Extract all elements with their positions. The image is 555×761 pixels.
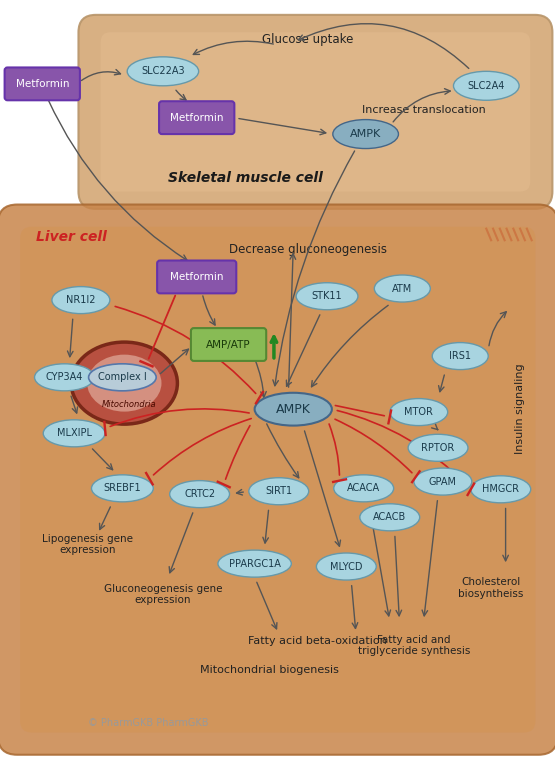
Text: MLXIPL: MLXIPL xyxy=(57,428,92,438)
Text: Metformin: Metformin xyxy=(170,113,224,123)
Text: PPARGC1A: PPARGC1A xyxy=(229,559,281,568)
Ellipse shape xyxy=(390,399,448,425)
Ellipse shape xyxy=(432,342,488,370)
Ellipse shape xyxy=(316,553,376,580)
Text: Complex I: Complex I xyxy=(98,372,147,382)
Ellipse shape xyxy=(334,475,393,501)
Text: Glucose uptake: Glucose uptake xyxy=(262,33,354,46)
FancyBboxPatch shape xyxy=(0,205,555,755)
Ellipse shape xyxy=(360,504,420,531)
Ellipse shape xyxy=(249,478,309,505)
Text: MTOR: MTOR xyxy=(404,407,433,417)
Text: Metformin: Metformin xyxy=(170,272,224,282)
Text: RPTOR: RPTOR xyxy=(421,443,455,453)
FancyBboxPatch shape xyxy=(20,227,536,733)
FancyBboxPatch shape xyxy=(159,101,234,134)
Text: Insulin signaling: Insulin signaling xyxy=(515,364,525,454)
Text: SIRT1: SIRT1 xyxy=(265,486,292,496)
Ellipse shape xyxy=(471,476,531,503)
Text: AMP/ATP: AMP/ATP xyxy=(206,339,251,349)
Ellipse shape xyxy=(414,468,472,495)
Ellipse shape xyxy=(408,435,468,461)
Text: AMPK: AMPK xyxy=(276,403,311,416)
Text: ACACA: ACACA xyxy=(347,483,380,493)
Text: © PharmGKB PharmGKB: © PharmGKB PharmGKB xyxy=(88,718,209,728)
Text: GPAM: GPAM xyxy=(429,476,457,486)
Ellipse shape xyxy=(43,420,105,447)
Ellipse shape xyxy=(170,481,230,508)
Text: AMPK: AMPK xyxy=(350,129,381,139)
Text: CYP3A4: CYP3A4 xyxy=(46,372,83,382)
Ellipse shape xyxy=(86,354,163,412)
Ellipse shape xyxy=(89,364,156,391)
FancyBboxPatch shape xyxy=(191,328,266,361)
Text: SLC2A4: SLC2A4 xyxy=(468,81,505,91)
Text: Cholesterol
biosyntheiss: Cholesterol biosyntheiss xyxy=(458,577,524,599)
Text: STK11: STK11 xyxy=(312,291,342,301)
Text: MLYCD: MLYCD xyxy=(330,562,362,572)
Ellipse shape xyxy=(374,275,430,302)
FancyBboxPatch shape xyxy=(78,15,552,209)
Text: SREBF1: SREBF1 xyxy=(104,483,141,493)
Text: IRS1: IRS1 xyxy=(449,351,471,361)
Text: Increase translocation: Increase translocation xyxy=(362,105,486,115)
Text: Mitochondrial biogenesis: Mitochondrial biogenesis xyxy=(200,665,339,675)
FancyBboxPatch shape xyxy=(4,68,80,100)
Text: CRTC2: CRTC2 xyxy=(184,489,215,499)
Ellipse shape xyxy=(71,342,178,424)
Ellipse shape xyxy=(255,393,332,425)
Text: Metformin: Metformin xyxy=(16,79,69,89)
Ellipse shape xyxy=(52,287,110,314)
Text: Mitochondria: Mitochondria xyxy=(102,400,157,409)
Text: ATM: ATM xyxy=(392,284,412,294)
Ellipse shape xyxy=(296,283,358,310)
Text: SLC22A3: SLC22A3 xyxy=(141,66,185,76)
Ellipse shape xyxy=(92,475,153,501)
Text: ACACB: ACACB xyxy=(373,512,406,522)
FancyBboxPatch shape xyxy=(100,32,530,192)
Text: Skeletal muscle cell: Skeletal muscle cell xyxy=(168,170,322,184)
FancyBboxPatch shape xyxy=(157,260,236,293)
Ellipse shape xyxy=(333,119,398,148)
Text: Fatty acid beta-oxidation: Fatty acid beta-oxidation xyxy=(248,636,387,646)
Text: Lipogenesis gene
expression: Lipogenesis gene expression xyxy=(42,533,133,555)
Ellipse shape xyxy=(218,550,291,577)
Text: Decrease gluconeogenesis: Decrease gluconeogenesis xyxy=(229,244,387,256)
Text: Fatty acid and
triglyceride synthesis: Fatty acid and triglyceride synthesis xyxy=(358,635,470,657)
Text: Liver cell: Liver cell xyxy=(36,231,107,244)
Ellipse shape xyxy=(34,364,94,391)
Text: NR1I2: NR1I2 xyxy=(66,295,95,305)
Text: HMGCR: HMGCR xyxy=(482,484,519,495)
Text: Gluconeogenesis gene
expression: Gluconeogenesis gene expression xyxy=(104,584,222,605)
Ellipse shape xyxy=(127,57,199,86)
Ellipse shape xyxy=(453,72,519,100)
